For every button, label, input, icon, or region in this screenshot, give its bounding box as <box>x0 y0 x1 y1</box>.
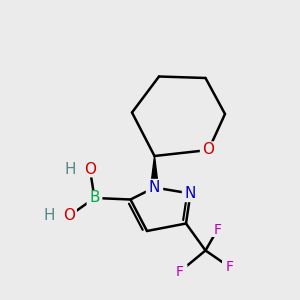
FancyBboxPatch shape <box>87 190 103 206</box>
Text: N: N <box>185 186 196 201</box>
Text: H: H <box>65 162 76 177</box>
Polygon shape <box>151 156 158 188</box>
Text: F: F <box>176 265 184 278</box>
FancyBboxPatch shape <box>61 208 77 224</box>
FancyBboxPatch shape <box>200 141 217 159</box>
Text: O: O <box>84 162 96 177</box>
FancyBboxPatch shape <box>222 260 237 274</box>
Text: F: F <box>214 223 221 236</box>
FancyBboxPatch shape <box>82 161 98 177</box>
Text: O: O <box>202 142 214 158</box>
Text: B: B <box>89 190 100 206</box>
Text: N: N <box>149 180 160 195</box>
FancyBboxPatch shape <box>210 222 225 237</box>
FancyBboxPatch shape <box>146 179 163 196</box>
Text: H: H <box>44 208 55 224</box>
FancyBboxPatch shape <box>172 264 188 279</box>
Text: O: O <box>63 208 75 224</box>
Text: F: F <box>226 260 233 274</box>
FancyBboxPatch shape <box>63 162 78 177</box>
FancyBboxPatch shape <box>182 185 199 202</box>
FancyBboxPatch shape <box>42 209 57 223</box>
